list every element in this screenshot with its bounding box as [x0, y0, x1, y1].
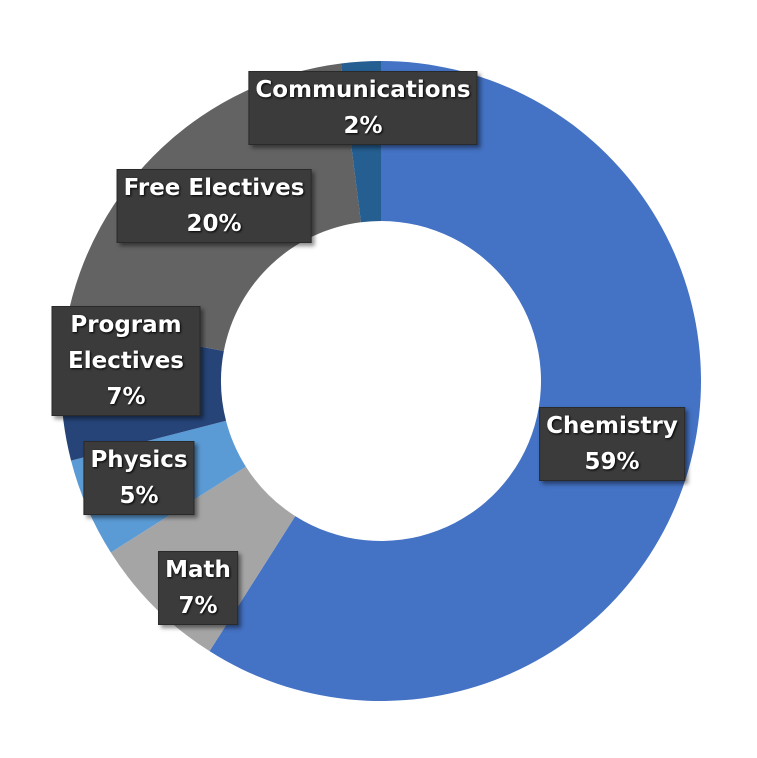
- donut-slice: [209, 61, 701, 701]
- data-label: Communications 2%: [248, 71, 478, 145]
- value-label: 59%: [584, 449, 640, 475]
- category-label: Free Electives: [123, 175, 305, 201]
- data-label: Chemistry 59%: [539, 407, 685, 481]
- value-label: 7%: [106, 384, 146, 410]
- value-label: 2%: [343, 113, 383, 139]
- category-label: Program Electives: [68, 312, 184, 374]
- value-label: 7%: [178, 593, 218, 619]
- value-label: 20%: [186, 211, 242, 237]
- category-label: Physics: [90, 447, 188, 473]
- value-label: 5%: [119, 483, 159, 509]
- data-label: Physics 5%: [83, 441, 195, 515]
- category-label: Chemistry: [546, 413, 678, 439]
- category-label: Communications: [255, 77, 471, 103]
- data-label: Program Electives 7%: [51, 306, 201, 416]
- data-label: Math 7%: [158, 551, 238, 625]
- data-label: Free Electives 20%: [116, 169, 312, 243]
- category-label: Math: [165, 557, 231, 583]
